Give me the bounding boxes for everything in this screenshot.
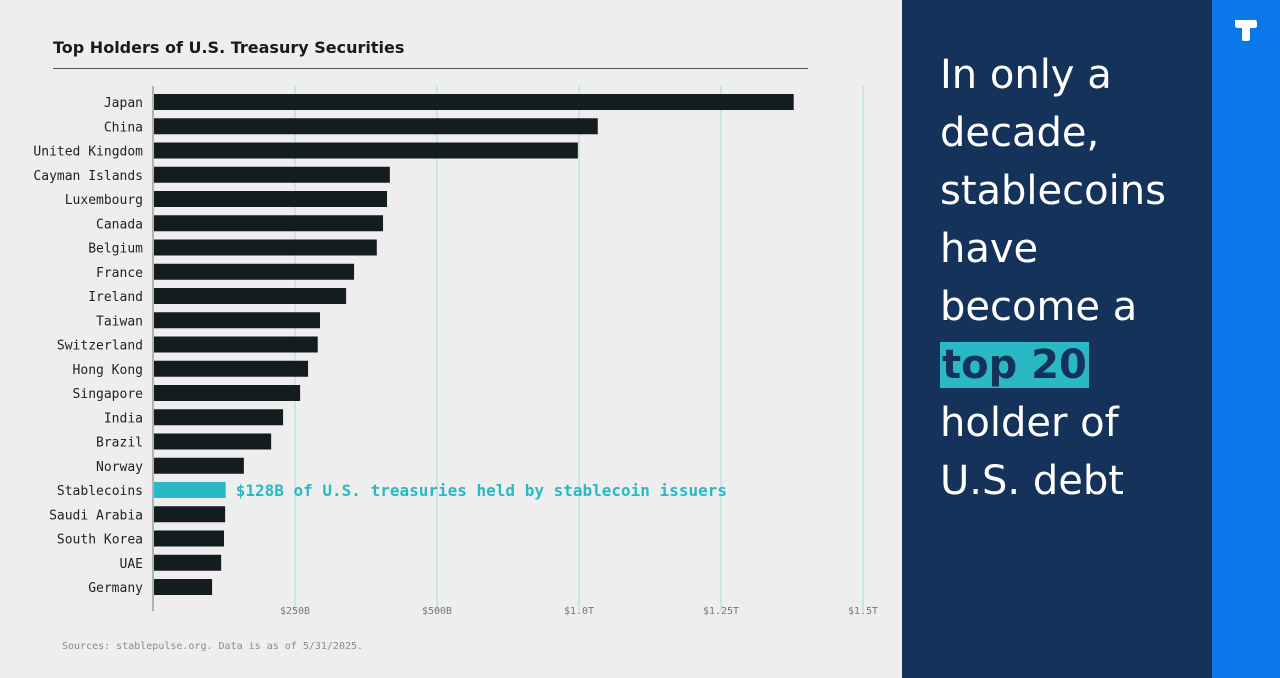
bar-stablecoins	[154, 482, 226, 498]
category-label: Belgium	[88, 242, 143, 257]
category-label: Luxembourg	[65, 193, 143, 208]
bar-uae	[154, 554, 222, 571]
bar-japan	[154, 94, 794, 110]
category-label: Cayman Islands	[33, 169, 143, 184]
category-label: Stablecoins	[57, 484, 143, 499]
headline-highlight: top 20	[940, 342, 1089, 388]
x-tick-label: $1.0T	[564, 606, 594, 617]
category-label: India	[104, 411, 143, 426]
category-label: France	[96, 266, 143, 281]
bar-switzerland	[154, 336, 318, 353]
headline: In only a decade, stablecoins have becom…	[940, 46, 1200, 510]
t-logo-icon	[1235, 20, 1257, 41]
category-label: Hong Kong	[73, 363, 143, 378]
headline-text: In only a decade, stablecoins have becom…	[940, 52, 1166, 330]
category-label: Saudi Arabia	[49, 508, 143, 523]
bar-ireland	[154, 288, 347, 304]
bar-france	[154, 263, 355, 280]
category-label: South Korea	[57, 533, 143, 548]
bar-canada	[154, 215, 384, 232]
category-label: Norway	[96, 460, 143, 475]
brand-strip	[1212, 0, 1280, 678]
x-tick-label: $1.5T	[848, 606, 878, 617]
category-label: Ireland	[88, 290, 143, 305]
headline-panel: In only a decade, stablecoins have becom…	[902, 0, 1212, 678]
bar-china	[154, 118, 598, 135]
bar-saudi-arabia	[154, 506, 226, 523]
category-label: United Kingdom	[33, 145, 143, 160]
headline-text-end: holder of U.S. debt	[940, 400, 1124, 504]
category-label: Canada	[96, 217, 143, 232]
bar-cayman-islands	[154, 166, 390, 183]
category-label: Germany	[88, 581, 143, 596]
highlight-annotation: $128B of U.S. treasuries held by stablec…	[236, 481, 727, 500]
source-note: Sources: stablepulse.org. Data is as of …	[62, 641, 364, 652]
category-label: Singapore	[73, 387, 144, 402]
bar-belgium	[154, 239, 377, 256]
category-label: Brazil	[96, 436, 143, 451]
bar-norway	[154, 457, 244, 474]
x-tick-label: $1.25T	[703, 606, 739, 617]
category-label: Japan	[104, 96, 143, 111]
chart-area: Top Holders of U.S. Treasury Securities …	[33, 38, 879, 652]
bar-chart: $250B $500B $1.0T $1.25T $1.5T Japan China Unit…	[33, 86, 878, 617]
bar-india	[154, 409, 284, 426]
x-tick-label: $500B	[422, 606, 452, 617]
bar-south-korea	[154, 530, 224, 547]
bar-united-kingdom	[154, 142, 578, 159]
x-tick-label: $250B	[280, 606, 310, 617]
title-divider	[53, 68, 808, 69]
bar-hong-kong	[154, 360, 309, 377]
bar-germany	[154, 579, 213, 595]
bar-singapore	[154, 385, 301, 401]
bar-taiwan	[154, 312, 320, 329]
category-label: Taiwan	[96, 314, 143, 329]
category-label: China	[104, 120, 143, 135]
chart-title: Top Holders of U.S. Treasury Securities	[53, 38, 405, 57]
category-label: Switzerland	[57, 339, 143, 354]
bar-luxembourg	[154, 191, 388, 207]
bar-brazil	[154, 433, 272, 450]
category-label: UAE	[120, 557, 143, 572]
